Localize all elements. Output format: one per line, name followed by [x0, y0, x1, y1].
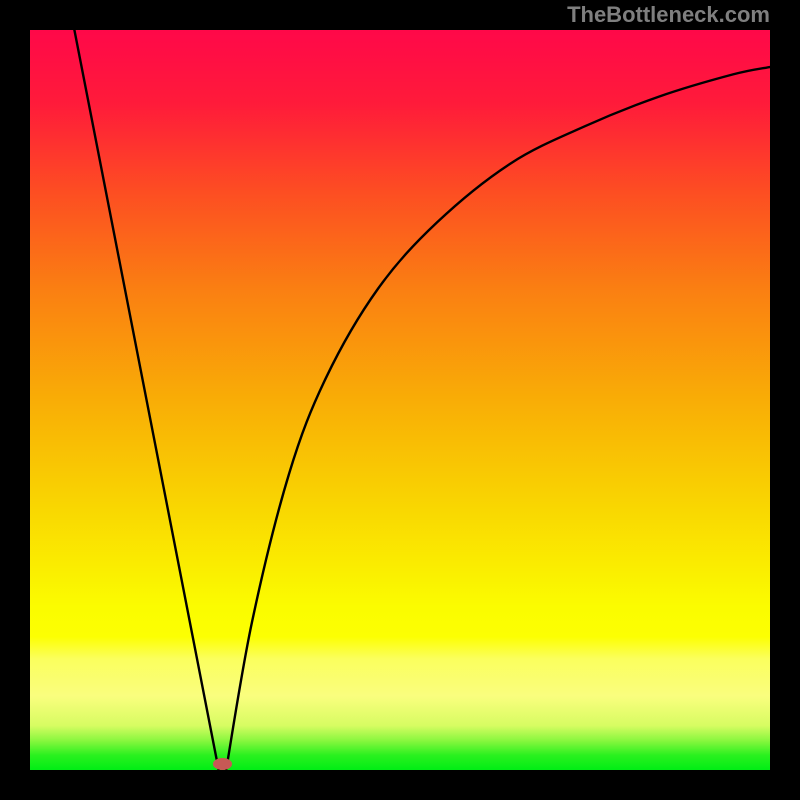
watermark-text: TheBottleneck.com [567, 2, 770, 28]
bottleneck-curve [30, 30, 770, 770]
plot-area [30, 30, 770, 770]
minimum-marker [213, 758, 232, 770]
outer-black-frame: TheBottleneck.com [0, 0, 800, 800]
